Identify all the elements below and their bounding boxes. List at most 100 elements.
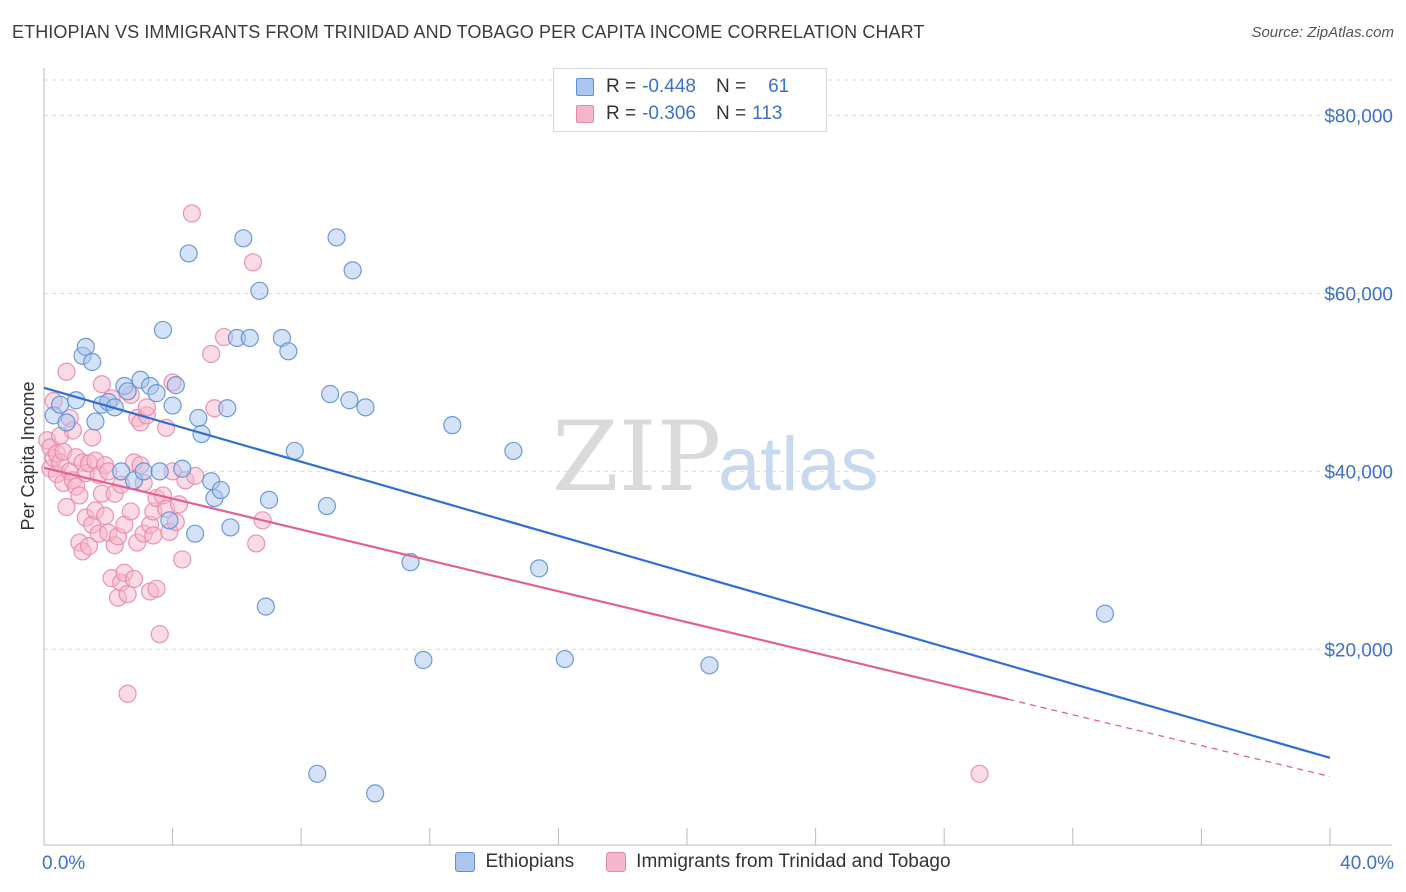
point-ethiopians: [317, 496, 337, 516]
source-label: Source: ZipAtlas.com: [1251, 24, 1394, 41]
point-trinidad: [92, 375, 111, 394]
legend-n-value: 113: [752, 103, 783, 124]
legend-row-ethiopians: R = -0.448 N = 61: [576, 75, 789, 99]
x-tick-labels: 0.0% 40.0%: [42, 853, 1394, 874]
legend-swatch-pink: [576, 105, 594, 123]
point-trinidad: [150, 625, 169, 644]
point-ethiopians: [173, 459, 192, 478]
point-trinidad: [202, 344, 221, 364]
watermark-atlas: atlas: [718, 422, 879, 507]
legend-r-value: -0.306: [642, 103, 696, 124]
point-ethiopians: [1095, 604, 1115, 623]
point-trinidad: [124, 569, 144, 589]
point-ethiopians: [112, 462, 131, 481]
point-ethiopians: [57, 413, 76, 432]
x-tick-label: 0.0%: [42, 853, 85, 874]
point-trinidad: [118, 585, 137, 604]
legend-r-label: R =: [606, 103, 637, 124]
point-ethiopians: [308, 764, 327, 783]
legend: R = -0.448 N = 61 R = -0.306 N = 113: [553, 68, 827, 132]
point-trinidad: [247, 534, 266, 553]
point-ethiopians: [327, 228, 346, 247]
point-trinidad: [95, 506, 115, 525]
point-ethiopians: [530, 559, 549, 578]
point-trinidad: [118, 684, 137, 703]
y-tick-labels: $20,000 $40,000 $60,000 $80,000: [1324, 107, 1393, 662]
trend-line-trinidad: [43, 466, 1009, 701]
legend-row-trinidad: R = -0.306 N = 113: [576, 102, 782, 126]
chart-title: ETHIOPIAN VS IMMIGRANTS FROM TRINIDAD AN…: [12, 22, 925, 42]
point-ethiopians: [256, 597, 275, 616]
point-ethiopians: [186, 524, 205, 543]
trend-lines: [43, 386, 1331, 778]
point-trinidad: [182, 204, 201, 223]
point-ethiopians: [443, 416, 462, 435]
legend-n-value: 61: [768, 76, 790, 97]
point-ethiopians: [555, 649, 574, 669]
legend-n-label: N =: [715, 76, 747, 97]
y-tick-label: $20,000: [1324, 640, 1393, 661]
point-trinidad: [57, 497, 76, 517]
point-ethiopians: [700, 656, 719, 675]
y-tick-label: $40,000: [1324, 462, 1393, 483]
bottom-legend-swatch-blue: [455, 852, 476, 872]
legend-r-value: -0.448: [642, 76, 696, 97]
legend-swatch-blue: [576, 78, 594, 96]
bottom-legend: Ethiopians Immigrants from Trinidad and …: [0, 851, 1406, 873]
point-ethiopians: [285, 441, 304, 461]
point-ethiopians: [166, 376, 185, 395]
bottom-legend-swatch-pink: [606, 852, 627, 872]
point-ethiopians: [179, 244, 198, 263]
y-tick-label: $80,000: [1324, 107, 1393, 128]
point-ethiopians: [150, 462, 169, 481]
point-ethiopians: [504, 441, 523, 461]
point-ethiopians: [221, 518, 240, 537]
point-ethiopians: [163, 396, 182, 415]
trend-line-trinidad-extension: [1008, 698, 1331, 778]
legend-r-label: R =: [606, 76, 637, 97]
point-ethiopians: [250, 281, 269, 300]
point-ethiopians: [50, 395, 70, 414]
watermark: ZIP atlas: [552, 401, 879, 513]
point-ethiopians: [76, 337, 95, 356]
point-trinidad: [970, 764, 989, 783]
point-trinidad: [79, 537, 99, 556]
point-ethiopians: [118, 382, 137, 401]
grid-lines: [44, 79, 1392, 650]
point-ethiopians: [356, 398, 375, 417]
point-ethiopians: [218, 399, 237, 418]
point-trinidad: [83, 428, 102, 447]
x-tick-label: 40.0%: [1340, 853, 1394, 874]
y-tick-label: $60,000: [1324, 284, 1393, 305]
y-axis-title: Per Capita Income: [18, 381, 38, 530]
point-ethiopians: [189, 408, 208, 428]
watermark-zip: ZIP: [552, 401, 721, 513]
point-ethiopians: [234, 229, 253, 248]
point-ethiopians: [414, 650, 433, 670]
point-ethiopians: [321, 384, 340, 404]
bottom-legend-label: Immigrants from Trinidad and Tobago: [636, 851, 951, 872]
point-trinidad: [70, 486, 89, 505]
bottom-legend-label: Ethiopians: [485, 851, 575, 872]
point-trinidad: [121, 502, 140, 521]
legend-n-label: N =: [715, 103, 747, 124]
point-ethiopians: [147, 384, 166, 403]
bottom-legend-ethiopians[interactable]: Ethiopians: [455, 851, 574, 873]
point-ethiopians: [160, 511, 179, 530]
series-ethiopians-points: [44, 228, 1115, 803]
point-ethiopians: [240, 328, 259, 348]
point-ethiopians: [86, 412, 105, 431]
point-ethiopians: [153, 320, 173, 340]
point-ethiopians: [343, 261, 362, 280]
point-trinidad: [137, 398, 156, 417]
trend-line-ethiopians: [43, 386, 1331, 759]
point-ethiopians: [279, 342, 298, 361]
point-trinidad: [144, 526, 163, 545]
point-ethiopians: [340, 391, 359, 410]
point-ethiopians: [211, 480, 230, 500]
bottom-legend-trinidad[interactable]: Immigrants from Trinidad and Tobago: [606, 851, 951, 873]
axes: [43, 68, 1392, 846]
point-trinidad: [57, 362, 76, 381]
point-ethiopians: [134, 462, 153, 481]
